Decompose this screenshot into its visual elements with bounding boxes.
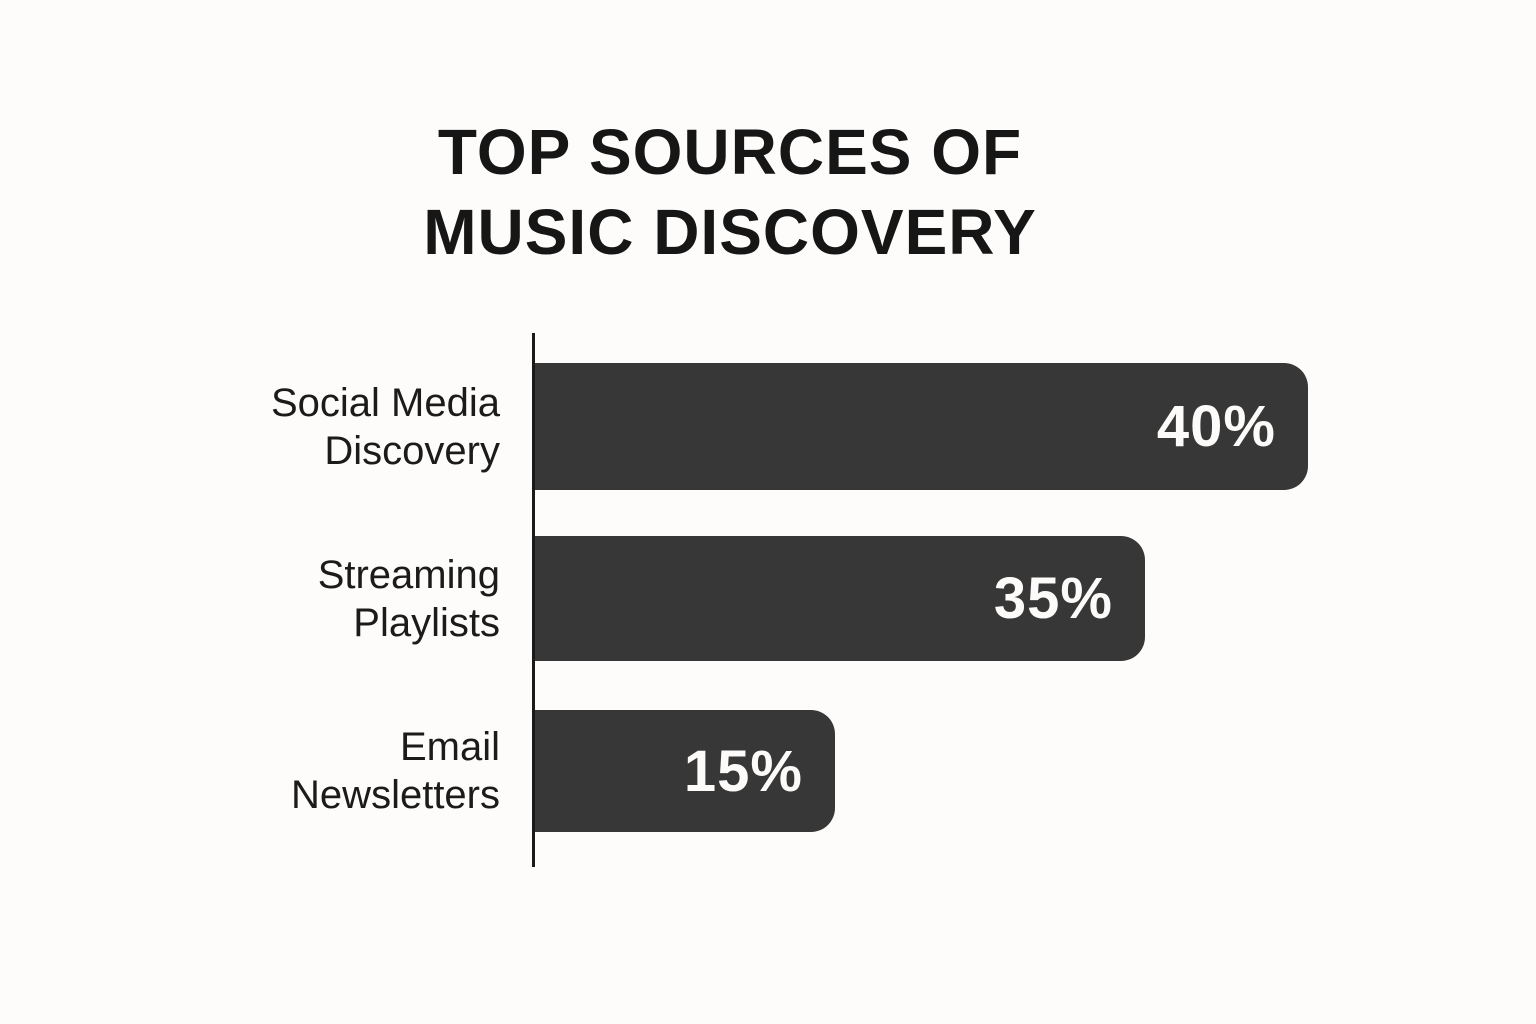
category-label: Streaming Playlists [150,536,500,661]
chart-title-line1: TOP SOURCES OF [437,116,1023,188]
bar-value-label: 15% [683,738,803,804]
category-label-line: Newsletters [291,773,500,817]
bar-value-label: 40% [1156,394,1276,459]
category-label: Email Newsletters [150,710,500,832]
bar-1: 40% [535,363,1308,490]
bar-2: 35% [535,536,1145,661]
y-axis-line [532,333,535,867]
category-label-line: Discovery [324,428,500,473]
chart-title-line2: MUSIC DISCOVERY [423,196,1037,268]
category-label-line: Social Media [270,380,500,425]
category-label-line: Email [399,725,500,769]
category-label-line: Playlists [353,600,500,645]
bar-3: 15% [535,710,835,832]
category-label-line: Streaming [317,552,500,597]
chart-title: TOP SOURCES OF MUSIC DISCOVERY [0,112,1460,272]
category-label: Social Media Discovery [150,363,500,490]
bar-value-label: 35% [993,566,1113,631]
